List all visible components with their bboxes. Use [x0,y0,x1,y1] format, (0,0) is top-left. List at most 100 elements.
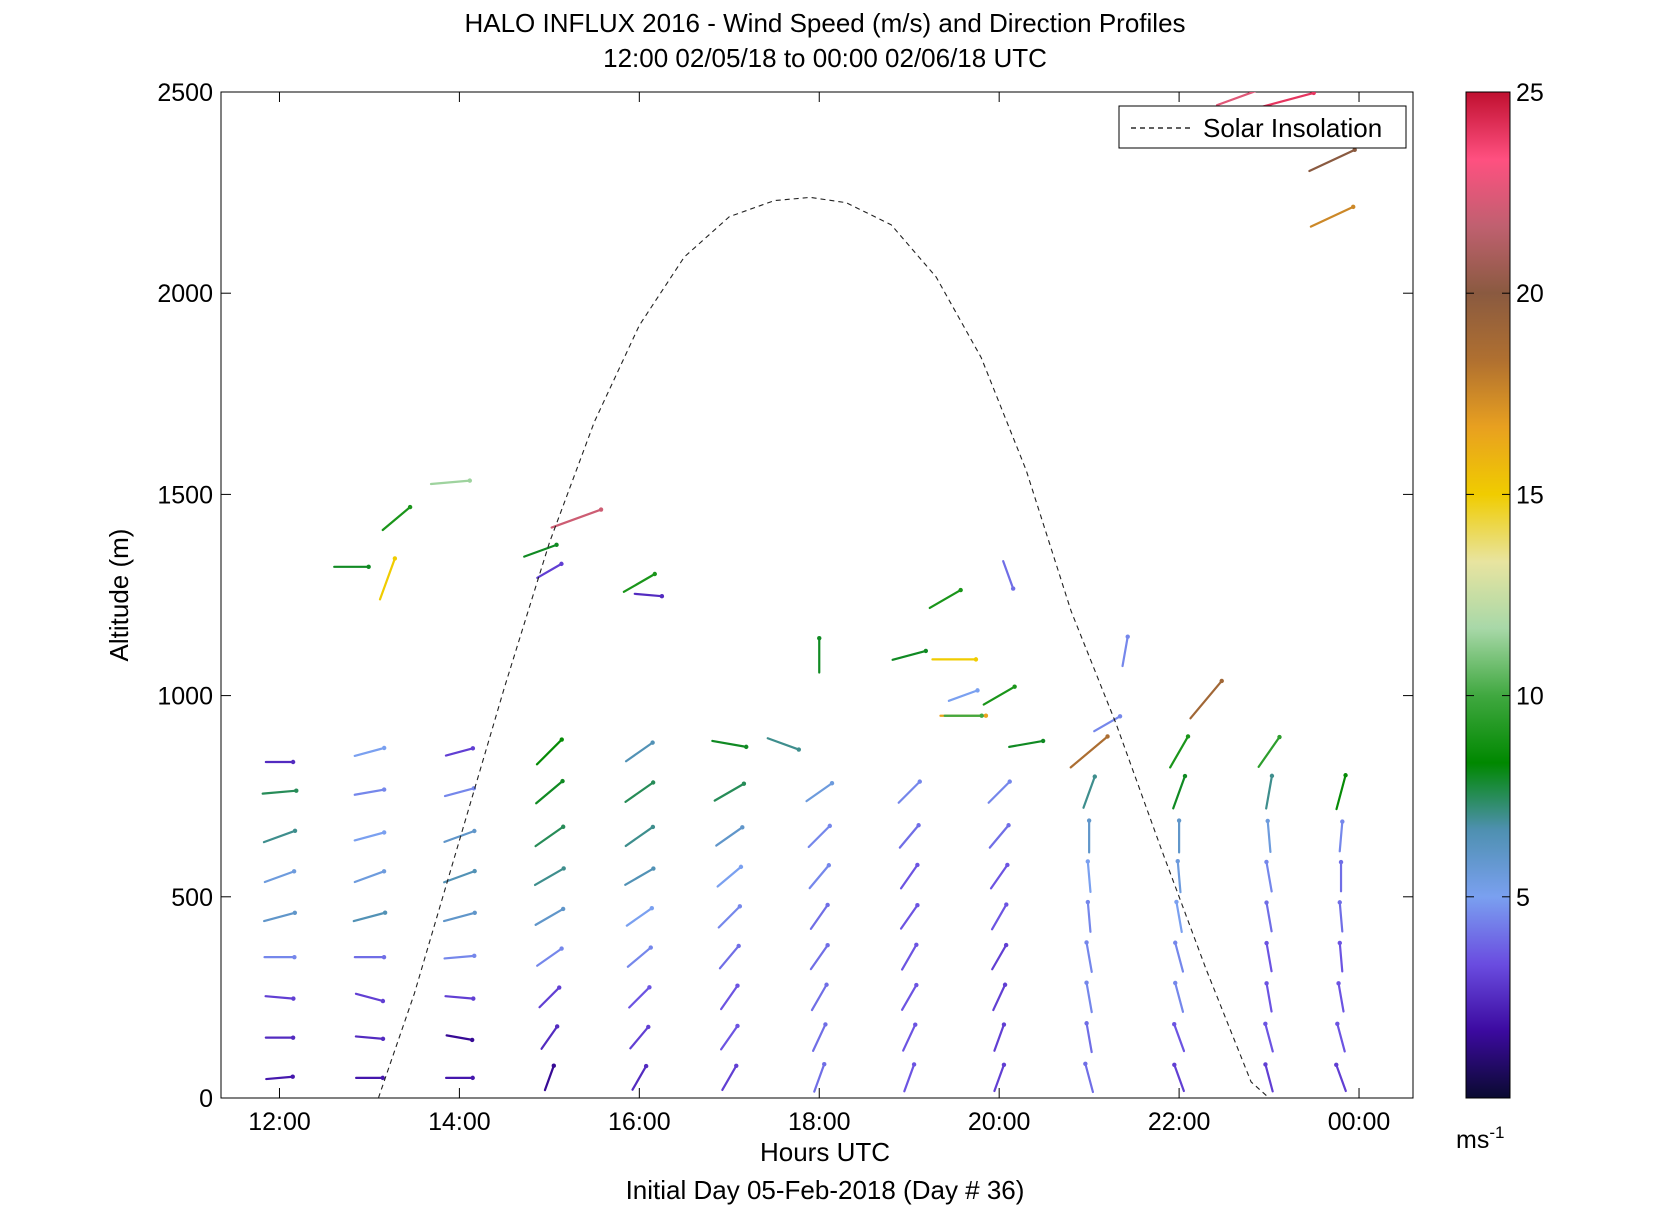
wind-vector-head [1003,942,1009,948]
solar-insolation-layer [377,196,1270,1098]
wind-vector-head [1277,734,1282,740]
x-tick-label: 14:00 [428,1108,491,1136]
wind-vector-head [1337,940,1342,946]
wind-vector [766,737,800,751]
wind-vector-head [826,863,832,868]
wind-vector [1173,1023,1186,1053]
wind-vector [1265,774,1274,810]
wind-vector [543,1064,555,1092]
wind-vector-head [973,657,979,662]
wind-vector [443,829,476,843]
wind-vector [982,685,1016,706]
wind-vector-head [1092,774,1097,779]
wind-vector-head [560,778,565,784]
wind-vector-head [1172,1062,1177,1067]
wind-vector-head [561,866,566,871]
wind-vector-head [554,1024,560,1029]
wind-vector [1264,1022,1274,1053]
colorbar-ticks: 5 10 15 20 25 [1466,79,1544,912]
x-tick-label: 12:00 [248,1108,311,1136]
wind-vector [1308,148,1356,173]
y-tick-label: 1500 [157,481,213,509]
wind-vector [1338,901,1344,933]
wind-vector-head [975,688,980,693]
wind-vector-head [366,564,371,570]
wind-vector-head [923,648,929,654]
wind-vector-head [1264,940,1269,946]
wind-vector-head [1351,204,1356,210]
wind-vector [354,1035,385,1040]
wind-vector-head [1105,734,1110,739]
wind-vector-head [643,1063,649,1069]
wind-vector-head [1185,734,1191,739]
wind-vector-head [1265,85,1269,89]
wind-vector [711,739,748,748]
wind-vector-head [650,740,655,745]
plot-area [220,91,1414,1099]
wind-vector [263,870,296,884]
wind-vector [928,588,962,610]
wind-vector [354,992,385,1003]
wind-vector-head [915,903,920,908]
wind-vector [719,984,739,1011]
wind-vector-head [560,824,566,829]
wind-vector-head [740,825,745,830]
wind-vector-head [290,1035,296,1040]
wind-vector [624,867,655,886]
wind-vector-head [1264,981,1269,986]
wind-vector [1008,739,1045,748]
wind-vector-head [958,587,963,593]
wind-vector-head [1334,1062,1339,1067]
wind-vector-head [1265,818,1270,824]
wind-vector [947,689,979,702]
wind-vector [353,870,386,884]
colorbar-tick-label: 5 [1516,884,1530,912]
wind-vector [1335,774,1347,811]
wind-vector-head [822,1061,827,1067]
wind-vector [1093,715,1122,733]
wind-vector-head [1117,714,1123,719]
wind-vector [1175,900,1183,934]
wind-vector-head [914,942,919,947]
wind-vector-head [736,943,741,949]
wind-vector-head [381,787,387,792]
wind-vector-head [559,737,564,742]
wind-vector [633,592,663,598]
axes-layer: 12:00 14:00 16:00 18:00 20:00 22:00 00:00 0 500 1… [157,79,1413,1136]
x-tick-label: 18:00 [788,1108,851,1136]
wind-vector [1069,735,1109,769]
wind-vector-head [652,571,657,577]
wind-vector-head [741,781,747,786]
wind-vector-head [649,905,655,911]
wind-vector [535,738,563,766]
wind-vector-head [1001,1022,1007,1027]
wind-vector-head [983,713,989,718]
wind-vector [533,867,565,887]
wind-vector [445,1034,474,1041]
wind-vector-head [290,1074,295,1079]
wind-vector-head [1219,678,1224,684]
wind-vector-head [1125,634,1130,639]
wind-vector-head [914,982,919,988]
wind-vector-head [823,1022,828,1027]
wind-vector-head [1335,1021,1340,1027]
wind-vector-head [1084,1021,1089,1026]
wind-vector-head [1263,1021,1268,1027]
wind-vector [1265,901,1273,933]
wind-vector [899,863,919,890]
wind-vector [550,508,603,529]
wind-vector [443,954,476,960]
wind-vector [1176,860,1182,894]
wind-vector-head [1005,862,1010,868]
wind-vector-head [1338,859,1344,865]
wind-vector-head [825,902,830,908]
wind-vectors [261,85,1358,1094]
chart-title: HALO INFLUX 2016 - Wind Speed (m/s) and … [464,8,1185,38]
wind-vector [1085,941,1093,973]
wind-vector-head [292,910,298,916]
wind-vector-head [979,713,984,718]
wind-vector [809,944,829,971]
wind-vector [993,1063,1006,1093]
wind-vector-head [294,788,299,793]
wind-vector-head [1263,1062,1268,1067]
